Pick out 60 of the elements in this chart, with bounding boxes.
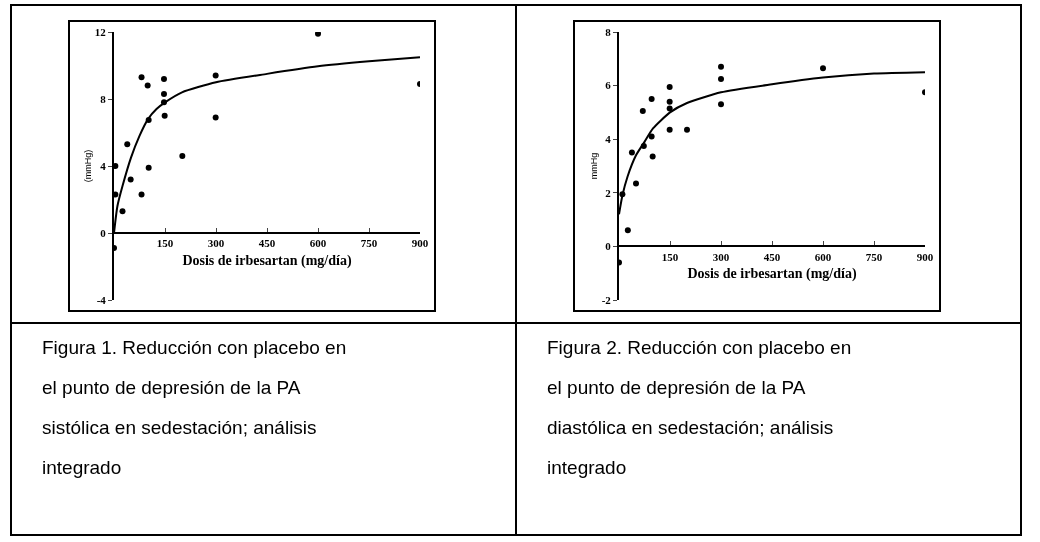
point bbox=[119, 208, 126, 215]
point bbox=[138, 191, 145, 198]
text: Figura 2. Reducción con placebo en el punto de depresión de la PA diastólica en sedestación; análisis integrado bbox=[547, 336, 853, 480]
y-tick-label: 2 bbox=[605, 186, 612, 199]
point bbox=[666, 98, 673, 105]
x-tick-label: 150 bbox=[156, 237, 174, 250]
x-tick-label: 750 bbox=[865, 250, 883, 263]
y-tick-label: 4 bbox=[605, 133, 612, 146]
y-tick-label: -4 bbox=[96, 293, 107, 306]
point bbox=[684, 126, 690, 133]
x-tick-label: 300 bbox=[207, 237, 225, 250]
x-tick-label: 450 bbox=[763, 250, 781, 263]
y-tick-label: 4 bbox=[100, 159, 107, 172]
point bbox=[160, 75, 167, 82]
x-axis-title: Dosis de irbesartan (mg/día) bbox=[687, 266, 857, 283]
point bbox=[628, 149, 635, 156]
x-tick-label: 450 bbox=[258, 237, 276, 250]
y-tick-label: -2 bbox=[601, 293, 612, 306]
point bbox=[212, 114, 219, 121]
point bbox=[648, 96, 655, 102]
point bbox=[127, 176, 134, 183]
point bbox=[315, 32, 321, 37]
point bbox=[718, 63, 724, 70]
point bbox=[212, 72, 219, 79]
point bbox=[160, 90, 167, 97]
point bbox=[820, 65, 826, 72]
x-tick-label: 900 bbox=[916, 250, 934, 263]
point bbox=[649, 153, 656, 160]
y-axis-title: mmHg bbox=[589, 152, 600, 180]
x-tick-label: 900 bbox=[411, 237, 429, 250]
x-axis-title: Dosis de irbesartan (mg/día) bbox=[182, 253, 352, 269]
point bbox=[666, 83, 673, 90]
x-tick-label: 300 bbox=[712, 250, 730, 263]
y-tick-label: 0 bbox=[605, 240, 612, 253]
y-tick-label: 0 bbox=[100, 226, 107, 239]
y-tick-label: 6 bbox=[605, 79, 612, 92]
point bbox=[718, 101, 724, 108]
point bbox=[124, 141, 131, 148]
y-axis-title: (mmHg) bbox=[82, 149, 93, 183]
point bbox=[666, 126, 673, 133]
point bbox=[144, 82, 151, 89]
x-tick-label: 750 bbox=[360, 237, 378, 250]
point bbox=[145, 164, 152, 171]
y-tick-label: 12 bbox=[94, 25, 107, 38]
point bbox=[161, 112, 168, 119]
point bbox=[179, 152, 186, 159]
point bbox=[624, 227, 631, 234]
point bbox=[639, 108, 646, 115]
point bbox=[666, 105, 673, 112]
point bbox=[633, 180, 639, 187]
y-tick-label: 8 bbox=[605, 25, 612, 38]
x-tick-label: 600 bbox=[309, 237, 327, 250]
point bbox=[138, 74, 145, 81]
text: Figura 1. Reducción con placebo en el punto de depresión de la PA sistólica en sedestación; análisis integrado bbox=[42, 336, 348, 480]
point bbox=[718, 75, 724, 82]
point bbox=[114, 191, 119, 198]
y-tick-label: 8 bbox=[100, 92, 107, 105]
x-tick-label: 150 bbox=[661, 250, 679, 263]
x-tick-label: 600 bbox=[814, 250, 832, 263]
point bbox=[114, 163, 119, 169]
